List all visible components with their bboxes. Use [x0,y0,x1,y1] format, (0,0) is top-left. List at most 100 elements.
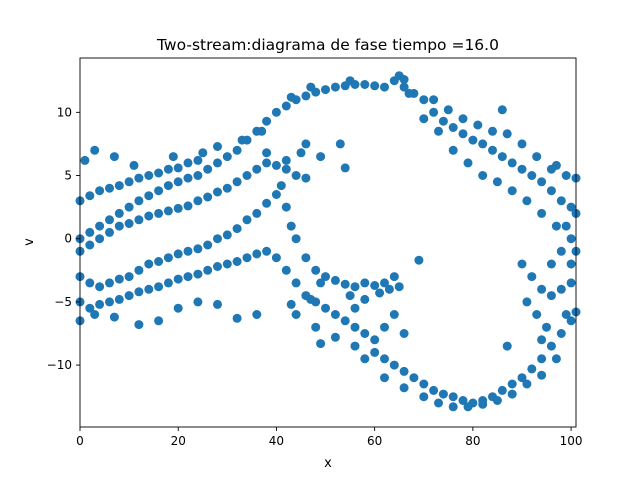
data-point [507,379,517,389]
data-point [281,155,291,165]
data-point [360,294,370,304]
data-point [458,396,468,405]
data-point [340,163,350,173]
data-point [330,332,340,342]
data-point [566,316,576,326]
data-point [507,389,517,399]
data-point [281,101,291,111]
data-point [321,303,330,313]
data-point [389,360,399,370]
x-tick-label: 0 [76,434,84,448]
data-point [163,164,173,174]
data-point [222,259,232,269]
data-point [154,282,164,292]
x-tick-label: 100 [560,434,583,448]
data-point [537,284,547,294]
data-point [286,221,296,231]
data-point [463,158,473,168]
data-point [173,163,183,173]
data-point [551,160,561,170]
data-point [532,152,542,162]
data-point [556,196,566,206]
data-point [497,152,507,162]
data-point [301,139,311,149]
data-point [301,173,311,183]
data-point [492,396,502,405]
data-point [193,171,203,180]
data-point [527,364,537,374]
data-point [134,287,144,297]
data-point [497,105,507,115]
data-point [370,281,380,290]
data-point [488,145,497,155]
data-point [448,392,458,402]
data-point [173,203,183,213]
data-point [105,297,114,307]
data-point [517,259,527,269]
data-point [360,354,370,364]
data-point [448,402,458,412]
data-point [154,186,164,196]
data-point [114,208,124,218]
data-point [213,234,222,244]
data-point [399,383,409,393]
data-point [95,282,105,292]
data-point [380,373,389,383]
data-point [291,278,301,288]
data-point [497,385,507,395]
data-point [134,215,144,225]
data-point [281,265,291,275]
x-axis-ticks: 0 20 40 60 80 100 [76,427,583,448]
data-point [414,255,424,265]
data-point [301,91,311,101]
data-point [537,208,547,218]
data-point [232,145,242,155]
data-point [316,339,326,349]
data-point [291,171,301,180]
data-point [114,294,124,304]
data-point [281,202,291,212]
data-point [95,234,105,244]
data-points [75,71,581,412]
data-point [90,145,100,155]
y-tick-label: −10 [47,358,72,372]
data-point [85,303,95,313]
data-point [492,177,502,187]
data-point [173,303,183,313]
data-point [419,114,429,124]
data-point [286,92,296,102]
data-point [134,173,144,183]
data-point [124,202,134,212]
data-point [154,257,164,266]
data-point [360,278,370,288]
data-point [237,135,247,145]
data-point [173,249,183,259]
data-point [429,385,439,395]
data-point [95,186,105,196]
data-point [429,95,439,105]
x-tick-label: 80 [465,434,480,448]
data-point [380,354,389,364]
data-point [443,105,453,115]
data-point [389,272,399,282]
data-point [203,265,213,275]
data-point [556,246,566,256]
data-point [124,272,134,282]
data-point [262,158,272,168]
data-point [232,313,242,323]
data-point [257,126,267,136]
data-point [473,120,483,130]
data-point [330,82,340,92]
data-point [85,227,95,237]
data-point [438,116,448,126]
data-point [522,297,532,307]
data-point [203,164,213,174]
data-point [532,310,542,319]
data-point [502,129,512,139]
data-point [330,310,340,319]
data-point [105,215,114,225]
x-tick-label: 20 [171,434,186,448]
data-point [85,191,95,201]
data-point [561,221,571,231]
data-point [193,269,203,279]
